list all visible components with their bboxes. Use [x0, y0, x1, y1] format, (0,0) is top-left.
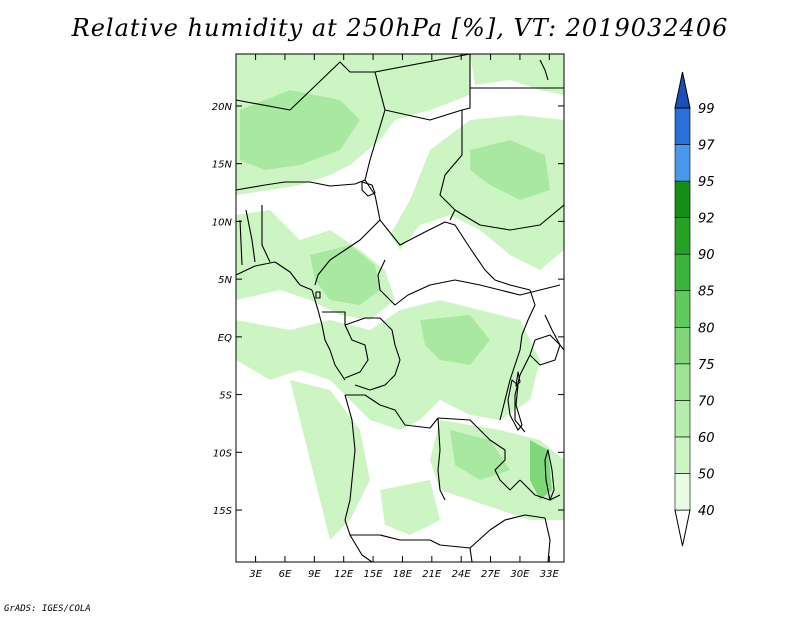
border-car-drc	[407, 279, 561, 296]
colorbar-label: 60	[698, 431, 715, 446]
x-tick-label: 3E	[249, 569, 262, 580]
humidity-field	[236, 54, 564, 562]
colorbar-label: 50	[698, 467, 715, 482]
border-sudan-southsudan	[454, 204, 564, 231]
colorbar-label: 97	[698, 139, 715, 154]
border-angola-zambia	[437, 417, 446, 501]
lake-tanganyika-outline	[507, 379, 523, 431]
border-benin-nigeria	[261, 205, 271, 263]
colorbar-label: 85	[698, 285, 715, 300]
colorbar: 40 50 60 70 75 80 85 90 92 95 97 99	[674, 71, 715, 547]
colorbar-segment	[674, 473, 691, 511]
y-tick-label: 10S	[213, 448, 233, 459]
border-chad-sudan-north	[384, 109, 463, 121]
colorbar-segment	[674, 253, 691, 292]
colorbar-segment	[674, 326, 691, 365]
x-tick-label: 9E	[308, 569, 321, 580]
border-nigeria-cameroon	[314, 179, 381, 286]
colorbar-label: 80	[698, 321, 715, 336]
colorbar-label: 99	[698, 102, 715, 117]
colorbar-label: 92	[698, 212, 715, 227]
border-angola-namibia	[350, 534, 471, 549]
x-tick-label: 15E	[364, 569, 384, 580]
border-zambia-zimbabwe	[469, 514, 546, 549]
y-tick-label: 20N	[212, 102, 233, 113]
x-axis-ticks: 3E 6E 9E 12E 15E 18E 21E 24E 27E 30E 33E	[249, 54, 560, 580]
coastline-cameroon-gabon	[311, 289, 346, 381]
x-tick-label: 21E	[422, 569, 442, 580]
y-tick-label: 5N	[218, 275, 232, 286]
colorbar-segment	[674, 107, 691, 145]
colorbar-segment	[674, 217, 691, 255]
x-tick-label: 12E	[334, 569, 354, 580]
border-gabon-congo	[344, 324, 369, 379]
colorbar-segment	[674, 436, 691, 474]
lake-chad-outline	[361, 181, 376, 197]
border-drc-angola-west	[345, 394, 439, 429]
island-bioko	[315, 291, 321, 299]
humidity-region-northeast	[470, 54, 564, 95]
colorbar-label: 95	[698, 175, 715, 190]
colorbar-lower-triangle	[674, 509, 691, 547]
x-tick-label: 18E	[393, 569, 413, 580]
colorbar-segment	[674, 144, 691, 182]
x-tick-label: 33E	[540, 569, 560, 580]
humidity-region-south	[380, 480, 440, 535]
x-tick-label: 24E	[452, 569, 472, 580]
border-chad-car	[379, 219, 471, 249]
border-zambia-mozambique	[519, 479, 561, 501]
border-togo-benin	[245, 209, 256, 263]
coastline-angola	[344, 394, 373, 562]
colorbar-label: 40	[698, 504, 715, 519]
border-sudan-eritrea	[539, 59, 549, 81]
border-chad-sudan	[439, 110, 463, 221]
humidity-region-east-core	[470, 140, 550, 200]
map-title: Relative humidity at 250hPa [%], VT: 201…	[71, 14, 729, 42]
colorbar-segment	[674, 180, 691, 218]
lake-kivu	[515, 371, 521, 387]
border-cameroon-car	[377, 259, 409, 306]
y-tick-label: 15S	[213, 506, 233, 517]
colorbar-label: 70	[698, 394, 715, 409]
map-frame	[235, 53, 565, 563]
colorbar-segment	[674, 400, 691, 438]
y-tick-label: 15N	[212, 160, 233, 171]
x-tick-label: 30E	[510, 569, 530, 580]
border-niger-nigeria	[236, 179, 366, 191]
colorbar-upper-triangle	[674, 71, 691, 109]
x-tick-label: 27E	[481, 569, 501, 580]
grads-credit: GrADS: IGES/COLA	[4, 604, 91, 614]
border-car-southsudan	[469, 247, 531, 291]
coastline-gulf-of-guinea	[236, 261, 313, 291]
x-tick-label: 6E	[279, 569, 292, 580]
border-drc-uganda	[499, 289, 536, 421]
colorbar-label: 90	[698, 248, 715, 263]
humidity-region-zambia-core	[450, 430, 510, 480]
y-axis-ticks: 20N 15N 10N 5N EQ 5S 10S 15S	[212, 102, 564, 517]
colorbar-label: 75	[698, 358, 715, 373]
colorbar-segment	[674, 290, 691, 328]
border-egypt-sudan	[461, 54, 471, 111]
y-tick-label: EQ	[218, 333, 232, 344]
humidity-region-congo-core	[420, 315, 490, 365]
boundary-lines	[236, 54, 564, 562]
colorbar-segment	[674, 363, 691, 401]
y-tick-label: 5S	[219, 391, 232, 402]
border-algeria-niger-libya	[236, 54, 471, 111]
y-tick-label: 10N	[212, 217, 233, 228]
border-uganda-kenya	[544, 314, 564, 351]
border-congo-drc	[354, 317, 401, 391]
border-drc-zambia	[437, 417, 521, 491]
humidity-region-northwest-core	[240, 90, 360, 170]
border-zim-moz	[544, 517, 551, 562]
humidity-region-cameroon-core	[310, 245, 380, 305]
border-botswana	[469, 547, 473, 562]
border-ghana-togo	[239, 219, 243, 266]
border-tanzania	[514, 354, 531, 433]
border-libya-chad	[364, 71, 386, 181]
